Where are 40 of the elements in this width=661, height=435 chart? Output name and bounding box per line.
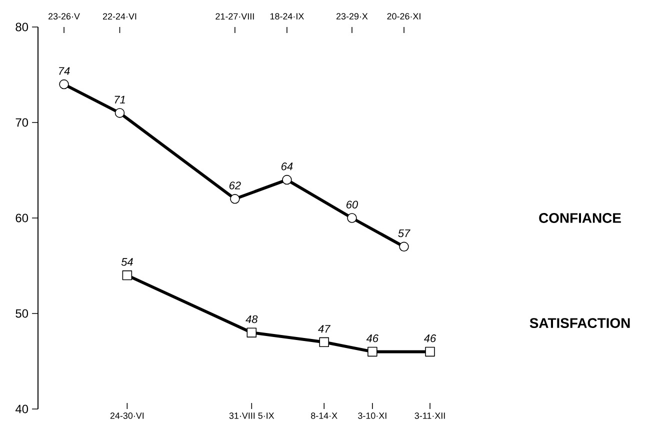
data-label: 48 — [246, 315, 258, 324]
x2-tick-label: 21-27·VIII — [216, 13, 254, 20]
data-label: 46 — [366, 334, 378, 342]
y-tick-label: 60 — [16, 214, 28, 222]
data-label: 47 — [318, 325, 331, 333]
text: SATISFACTION — [530, 318, 630, 328]
point — [319, 337, 329, 348]
point — [282, 174, 292, 185]
data-label: 57 — [398, 229, 410, 238]
x-tick-label: 24-30·VI — [110, 412, 144, 419]
y-tick-label: 70 — [16, 118, 28, 127]
x-tick-label: 3-11·XII — [414, 412, 445, 419]
data-label: 71 — [114, 96, 125, 104]
point — [230, 194, 240, 204]
point — [122, 270, 132, 280]
data-label: 60 — [346, 200, 358, 208]
text: CONFIANCE — [539, 213, 621, 223]
y-tick-label: 40 — [15, 404, 28, 414]
point — [368, 346, 378, 357]
x2-tick-label: 22-24·VI — [103, 13, 136, 20]
point — [399, 242, 409, 252]
x-tick-label: 3-10·XI — [358, 412, 386, 419]
data-label: 62 — [229, 182, 241, 190]
x2-tick-label: 20-26·XI — [387, 13, 420, 20]
point — [425, 346, 435, 357]
x2-tick-label: 18-24·IX — [270, 13, 304, 20]
point — [114, 108, 125, 118]
x-tick-label: 31·VIII 5·IX — [229, 412, 274, 419]
data-label: 46 — [424, 334, 436, 342]
y-tick-label: 80 — [16, 22, 28, 32]
data-label: 64 — [281, 162, 293, 170]
data-label: 74 — [59, 67, 70, 75]
point — [59, 79, 69, 90]
point — [246, 328, 257, 338]
data-label: 54 — [121, 258, 133, 266]
x2-tick-label: 23-29·X — [336, 13, 368, 20]
x2-tick-label: 23-26·V — [48, 13, 80, 20]
y-tick-label: 50 — [16, 309, 28, 318]
x-tick-label: 8-14·X — [311, 412, 338, 419]
point — [347, 213, 357, 223]
